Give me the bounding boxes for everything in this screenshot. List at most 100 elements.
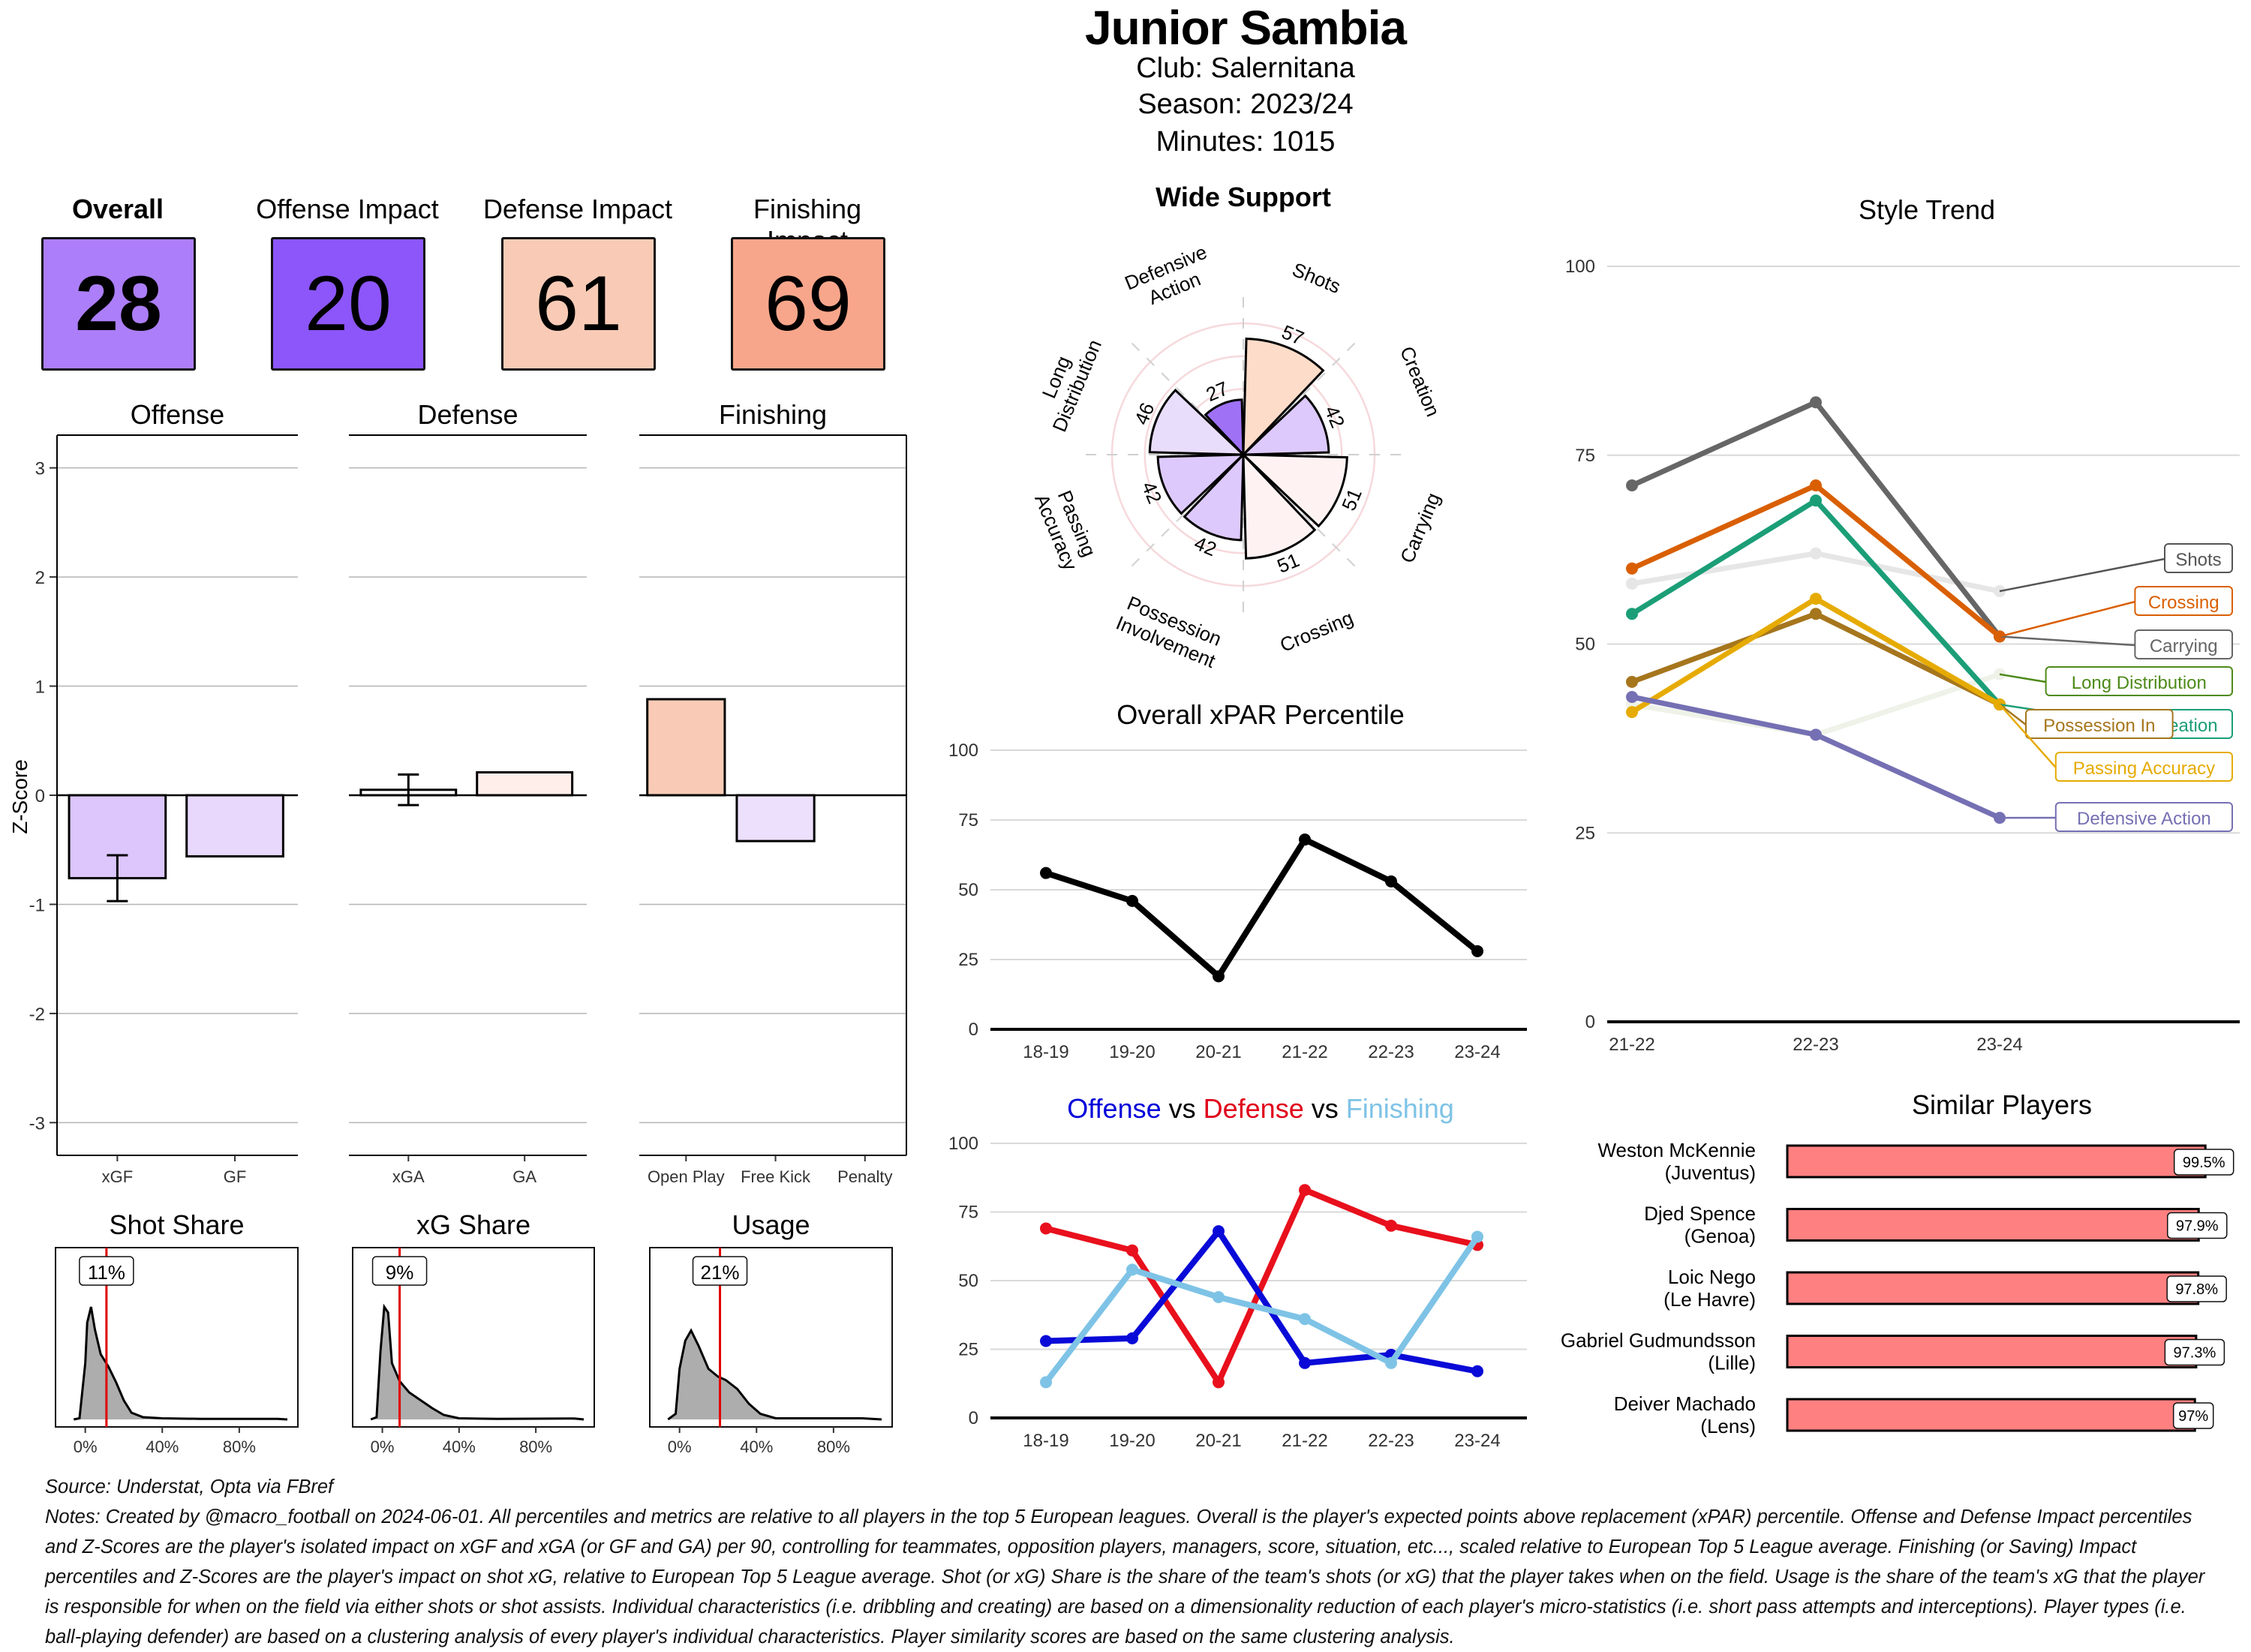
data-point (1471, 945, 1483, 957)
title-part: vs (1304, 1093, 1339, 1124)
similarity-label: 97.3% (2174, 1345, 2216, 1362)
x-tick-label: 0% (668, 1437, 692, 1456)
radar-category-label: LongDistribution (1027, 328, 1106, 435)
series-label: Long Distribution (2072, 673, 2207, 693)
x-tick-label: 19-20 (1109, 1431, 1155, 1451)
data-point (1040, 867, 1052, 879)
similar-player-club: (Lens) (1700, 1415, 1756, 1437)
data-point (1626, 676, 1638, 688)
series-label: Defensive Action (2077, 809, 2211, 829)
x-tick-label: Open Play (648, 1167, 725, 1186)
y-tick-label: 0 (969, 1020, 978, 1040)
chart-title: Similar Players (1912, 1089, 2092, 1120)
data-point (1126, 1332, 1138, 1344)
x-tick-label: 21-22 (1282, 1431, 1327, 1451)
y-tick-label: 75 (1575, 446, 1595, 466)
x-tick-label: GF (224, 1167, 247, 1186)
panel-title: Usage (732, 1209, 810, 1240)
radar-category-word: Carrying (1396, 489, 1444, 566)
x-tick-label: GA (512, 1167, 536, 1186)
y-tick-label: -2 (29, 1005, 45, 1025)
x-tick-label: 18-19 (1023, 1431, 1068, 1451)
y-tick-label: 50 (958, 880, 978, 900)
x-tick-label: 23-24 (1454, 1042, 1500, 1062)
data-point (1471, 1230, 1483, 1242)
data-point (1040, 1376, 1052, 1388)
x-tick-label: 23-24 (1976, 1035, 2022, 1055)
label-leader-line (2000, 674, 2046, 682)
data-point (1299, 1313, 1311, 1325)
data-point (1213, 1225, 1225, 1237)
data-point (1626, 563, 1638, 575)
similarity-label: 99.5% (2183, 1155, 2225, 1171)
similar-player-club: (Le Havre) (1663, 1288, 1756, 1311)
x-tick-label: 23-24 (1454, 1431, 1500, 1451)
x-tick-label: 20-21 (1195, 1431, 1241, 1451)
x-tick-label: 22-23 (1793, 1035, 1838, 1055)
panel-title: Finishing (719, 399, 827, 430)
x-tick-label: 22-23 (1368, 1431, 1414, 1451)
radar-category-label: Shots (1289, 258, 1344, 298)
x-tick-label: 80% (223, 1437, 256, 1456)
data-point (1213, 1291, 1225, 1303)
similar-player-name: Weston McKennie (1597, 1139, 1756, 1161)
y-tick-label: 25 (958, 950, 978, 970)
similar-player-name: Deiver Machado (1614, 1392, 1756, 1415)
similarity-bar (1787, 1146, 2205, 1177)
data-point (1810, 494, 1822, 506)
similar-player-name: Loic Nego (1668, 1266, 1756, 1288)
similarity-label: 97.8% (2175, 1281, 2218, 1298)
data-point (1213, 970, 1225, 982)
radar-title: Wide Support (1156, 182, 1331, 212)
x-tick-label: xGA (392, 1167, 425, 1186)
similar-player-club: (Juventus) (1665, 1161, 1756, 1184)
bar (648, 699, 725, 795)
panel-title: Shot Share (109, 1209, 244, 1240)
data-point (1626, 578, 1638, 590)
x-tick-label: 80% (519, 1437, 552, 1456)
bar (737, 795, 814, 841)
title-part: Offense (1067, 1093, 1161, 1124)
series-label: Carrying (2150, 636, 2218, 656)
data-point (1299, 834, 1311, 846)
similarity-label: 97% (2178, 1408, 2208, 1425)
x-tick-label: Free Kick (741, 1167, 811, 1186)
similar-player-name: Djed Spence (1644, 1203, 1756, 1225)
y-tick-label: 2 (35, 568, 45, 588)
series-label: Shots (2175, 550, 2221, 570)
chart-title: Overall xPAR Percentile (1116, 699, 1404, 730)
y-tick-label: 0 (35, 786, 45, 806)
label-leader-line (2000, 602, 2135, 636)
x-tick-label: 21-22 (1282, 1042, 1327, 1062)
series-label: Possession In (2043, 716, 2155, 736)
radar-category-label: Creation (1396, 343, 1444, 419)
x-tick-label: 22-23 (1368, 1042, 1414, 1062)
x-tick-label: 18-19 (1023, 1042, 1068, 1062)
y-tick-label: 25 (958, 1340, 978, 1360)
player-value-label: 21% (700, 1261, 739, 1284)
y-tick-label: -3 (29, 1113, 45, 1134)
similarity-bar (1787, 1209, 2198, 1241)
similar-players-chart: Similar Players Weston McKennie(Juventus)… (1561, 1089, 2234, 1437)
similarity-bar (1787, 1336, 2196, 1368)
bar (477, 772, 573, 795)
x-tick-label: 0% (371, 1437, 395, 1456)
y-tick-label: 0 (969, 1408, 978, 1428)
y-tick-label: 75 (958, 1203, 978, 1223)
chart-title: Style Trend (1859, 194, 1995, 225)
panel-title: Offense (131, 399, 224, 430)
similarity-bar (1787, 1272, 2198, 1304)
similarity-bar (1787, 1399, 2195, 1431)
radar-category-word: Creation (1396, 343, 1444, 419)
data-point (1126, 1263, 1138, 1275)
radar-category-label: Carrying (1396, 489, 1444, 566)
x-tick-label: 19-20 (1109, 1042, 1155, 1062)
data-point (1626, 479, 1638, 491)
x-tick-label: 20-21 (1195, 1042, 1241, 1062)
chart-title: Offense vs Defense vs Finishing (1067, 1093, 1454, 1124)
y-tick-label: 50 (958, 1271, 978, 1291)
